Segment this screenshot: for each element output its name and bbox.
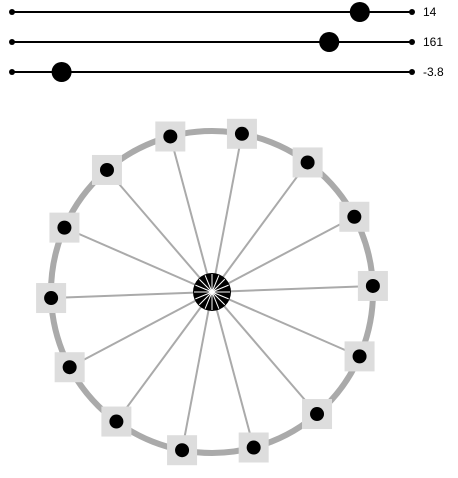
wheel-handle[interactable] <box>101 406 132 437</box>
slider-track-3[interactable] <box>0 62 420 82</box>
hub-ray <box>211 284 229 293</box>
hub-ray <box>204 291 213 309</box>
handle-dot[interactable] <box>352 349 367 364</box>
wheel-handle[interactable] <box>357 270 388 301</box>
handle-dot[interactable] <box>310 407 325 422</box>
wheel-handle[interactable] <box>292 147 323 178</box>
wheel-handle[interactable] <box>49 212 80 243</box>
wheel-spoke <box>211 284 373 293</box>
handle-dot[interactable] <box>99 162 114 177</box>
slider-knob[interactable] <box>319 32 340 52</box>
hub-ray <box>204 275 213 293</box>
wheel-spoke <box>211 133 243 293</box>
slider-value-label: 161 <box>423 35 444 49</box>
handle-dot[interactable] <box>347 209 362 224</box>
wheel-handle[interactable] <box>226 118 257 149</box>
wheel-spoke <box>211 291 318 415</box>
wheel-handle[interactable] <box>302 399 333 430</box>
slider-knob[interactable] <box>349 2 370 22</box>
wheel-spoke <box>64 226 213 293</box>
slider-knob[interactable] <box>51 62 72 82</box>
slider-track-2[interactable] <box>0 32 420 52</box>
hub-ray <box>211 278 226 293</box>
hub-ray <box>211 291 220 309</box>
slider-value-label: -3.8 <box>423 65 444 79</box>
wheel-spoke <box>211 291 360 358</box>
slider-rotation[interactable]: -3.8 <box>0 62 458 82</box>
hub-ray <box>198 278 213 293</box>
wheel-handle[interactable] <box>36 283 67 314</box>
slider-value-label: 14 <box>423 5 437 19</box>
wheel-spoke <box>115 291 213 423</box>
hub-ray <box>195 284 213 293</box>
hub-ray <box>211 291 229 300</box>
handle-dot[interactable] <box>365 278 380 293</box>
wheel-spoke <box>106 169 213 293</box>
wheel-spoke <box>69 291 213 369</box>
wheel-spoke <box>169 136 213 293</box>
handle-dot[interactable] <box>175 443 190 458</box>
wheel-spoke <box>211 161 309 293</box>
wheel-handle[interactable] <box>167 435 198 466</box>
wheel-handle[interactable] <box>344 341 375 372</box>
handle-dot[interactable] <box>109 414 124 429</box>
handle-dot[interactable] <box>246 440 261 455</box>
slider-spokes[interactable]: 14 <box>0 2 458 22</box>
hub-ray <box>198 291 213 306</box>
hub-ray <box>211 291 226 306</box>
wheel-handle[interactable] <box>238 432 269 463</box>
wheel-spoke <box>211 291 255 448</box>
slider-track-1[interactable] <box>0 2 420 22</box>
handle-dot[interactable] <box>44 291 59 306</box>
handle-dot[interactable] <box>62 360 77 375</box>
wheel-handle[interactable] <box>155 121 186 152</box>
wheel-handle[interactable] <box>91 154 122 185</box>
hub-ray <box>211 275 220 293</box>
handle-dot[interactable] <box>300 155 315 170</box>
wheel-handle[interactable] <box>339 201 370 232</box>
handle-dot[interactable] <box>234 126 249 141</box>
wheel-spoke <box>211 215 355 293</box>
wheel-spoke <box>51 291 213 300</box>
handle-dot[interactable] <box>163 129 178 144</box>
wheel-handle[interactable] <box>54 352 85 383</box>
hub-ray <box>195 291 213 300</box>
slider-radius[interactable]: 161 <box>0 32 458 52</box>
wheel-spoke <box>181 291 213 451</box>
handle-dot[interactable] <box>57 220 72 235</box>
